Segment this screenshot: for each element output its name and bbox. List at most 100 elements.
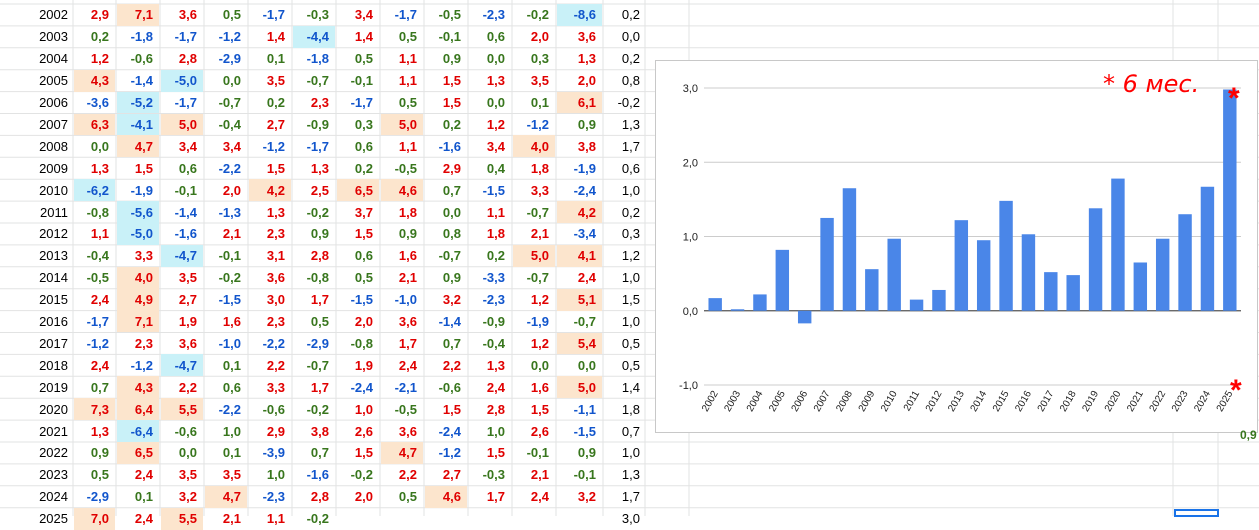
month-cell[interactable]: -6,2	[74, 179, 115, 202]
month-cell[interactable]: 2,0	[530, 29, 549, 45]
month-cell[interactable]: 1,1	[486, 204, 505, 220]
month-cell[interactable]: 0,6	[354, 248, 373, 264]
month-cell[interactable]: 3,6	[398, 314, 417, 330]
month-cell[interactable]: 0,6	[354, 138, 373, 154]
month-cell[interactable]: 1,1	[398, 73, 417, 89]
month-cell[interactable]: 0,1	[266, 51, 285, 67]
month-cell[interactable]: -4,4	[293, 25, 335, 48]
row-year-cell[interactable]: 2020	[39, 401, 68, 417]
month-cell[interactable]: -2,1	[394, 379, 417, 395]
average-cell[interactable]: 1,7	[621, 138, 640, 154]
row-year-cell[interactable]: 2015	[39, 292, 68, 308]
month-cell[interactable]: -2,9	[306, 335, 329, 351]
month-cell[interactable]: 0,6	[486, 29, 505, 45]
month-cell[interactable]: 3,3	[266, 379, 285, 395]
month-cell[interactable]: 1,1	[90, 226, 109, 242]
month-cell[interactable]: 0,3	[530, 51, 549, 67]
row-year-cell[interactable]: 2024	[39, 489, 68, 505]
month-cell[interactable]: 4,0	[117, 266, 159, 289]
month-cell[interactable]: 3,2	[442, 292, 461, 308]
row-year-cell[interactable]: 2006	[39, 95, 68, 111]
month-cell[interactable]: 0,1	[530, 95, 549, 111]
row-year-cell[interactable]: 2022	[39, 445, 68, 461]
month-cell[interactable]: 1,9	[354, 357, 373, 373]
month-cell[interactable]: 1,6	[222, 314, 241, 330]
average-cell[interactable]: 1,5	[621, 292, 640, 308]
month-cell[interactable]: 1,5	[442, 73, 461, 89]
month-cell[interactable]: 2,2	[398, 467, 417, 483]
month-cell[interactable]: 4,6	[425, 485, 467, 508]
month-cell[interactable]: 0,9	[90, 445, 109, 461]
month-cell[interactable]: -1,7	[174, 95, 197, 111]
month-cell[interactable]: -3,6	[86, 95, 109, 111]
month-cell[interactable]: 2,9	[266, 423, 285, 439]
month-cell[interactable]: 6,5	[117, 442, 159, 464]
month-cell[interactable]: 0,5	[354, 270, 373, 286]
month-cell[interactable]: 1,5	[530, 401, 549, 417]
month-cell[interactable]: 1,3	[266, 204, 285, 220]
month-cell[interactable]: -1,2	[218, 29, 241, 45]
row-year-cell[interactable]: 2009	[39, 160, 68, 176]
month-cell[interactable]: 1,5	[134, 160, 153, 176]
month-cell[interactable]: -1,4	[174, 204, 197, 220]
month-cell[interactable]: 2,2	[266, 357, 285, 373]
average-cell[interactable]: 1,4	[621, 379, 640, 395]
month-cell[interactable]: 0,0	[90, 138, 109, 154]
month-cell[interactable]: 1,1	[398, 138, 417, 154]
month-cell[interactable]: 4,3	[117, 376, 159, 399]
month-cell[interactable]: 1,4	[266, 29, 285, 45]
month-cell[interactable]: 3,5	[266, 73, 285, 89]
month-cell[interactable]: 0,4	[486, 160, 505, 176]
month-cell[interactable]: 0,8	[442, 226, 461, 242]
month-cell[interactable]: -1,6	[438, 138, 461, 154]
month-cell[interactable]: -1,7	[86, 314, 109, 330]
month-cell[interactable]: 1,6	[530, 379, 549, 395]
row-year-cell[interactable]: 2025	[39, 511, 68, 527]
month-cell[interactable]: -0,7	[306, 73, 329, 89]
month-cell[interactable]	[381, 508, 423, 530]
month-cell[interactable]: 1,5	[354, 445, 373, 461]
row-year-cell[interactable]: 2019	[39, 379, 68, 395]
month-cell[interactable]: 1,2	[90, 51, 109, 67]
month-cell[interactable]: 3,5	[222, 467, 241, 483]
row-year-cell[interactable]: 2011	[40, 204, 68, 220]
month-cell[interactable]: 5,5	[161, 398, 203, 421]
month-cell[interactable]: 1,8	[398, 204, 417, 220]
month-cell[interactable]: 1,3	[90, 160, 109, 176]
month-cell[interactable]: 0,5	[222, 7, 241, 23]
month-cell[interactable]: 1,1	[266, 511, 285, 527]
month-cell[interactable]: 0,2	[354, 160, 373, 176]
month-cell[interactable]: 3,8	[310, 423, 329, 439]
month-cell[interactable]: 7,1	[117, 4, 159, 26]
month-cell[interactable]: -2,4	[573, 182, 596, 198]
row-year-cell[interactable]: 2017	[39, 335, 68, 351]
month-cell[interactable]: 2,0	[354, 489, 373, 505]
row-year-cell[interactable]: 2021	[39, 423, 68, 439]
month-cell[interactable]: -1,5	[350, 292, 373, 308]
month-cell[interactable]: 2,3	[266, 314, 285, 330]
month-cell[interactable]: -4,7	[161, 244, 203, 267]
month-cell[interactable]: -1,5	[218, 292, 241, 308]
month-cell[interactable]: 3,3	[134, 248, 153, 264]
month-cell[interactable]: -1,9	[573, 160, 596, 176]
month-cell[interactable]: 1,3	[486, 73, 505, 89]
average-cell[interactable]: 1,0	[621, 445, 640, 461]
month-cell[interactable]: 7,1	[117, 310, 159, 333]
month-cell[interactable]: -3,3	[482, 270, 505, 286]
month-cell[interactable]: 2,8	[486, 401, 505, 417]
month-cell[interactable]: 0,0	[486, 51, 505, 67]
month-cell[interactable]: -0,1	[526, 445, 549, 461]
month-cell[interactable]: -1,2	[438, 445, 461, 461]
month-cell[interactable]: 0,9	[577, 116, 596, 132]
month-cell[interactable]: 4,1	[557, 244, 602, 267]
month-cell[interactable]: -0,7	[306, 357, 329, 373]
month-cell[interactable]: 1,3	[577, 51, 596, 67]
month-cell[interactable]: 1,3	[310, 160, 329, 176]
month-cell[interactable]: 2,1	[530, 226, 549, 242]
month-cell[interactable]: 3,3	[530, 182, 549, 198]
row-year-cell[interactable]: 2010	[39, 182, 68, 198]
month-cell[interactable]: -1,7	[262, 7, 285, 23]
average-cell[interactable]: 1,0	[621, 182, 640, 198]
month-cell[interactable]: 3,4	[354, 7, 373, 23]
average-cell[interactable]: 1,0	[621, 314, 640, 330]
